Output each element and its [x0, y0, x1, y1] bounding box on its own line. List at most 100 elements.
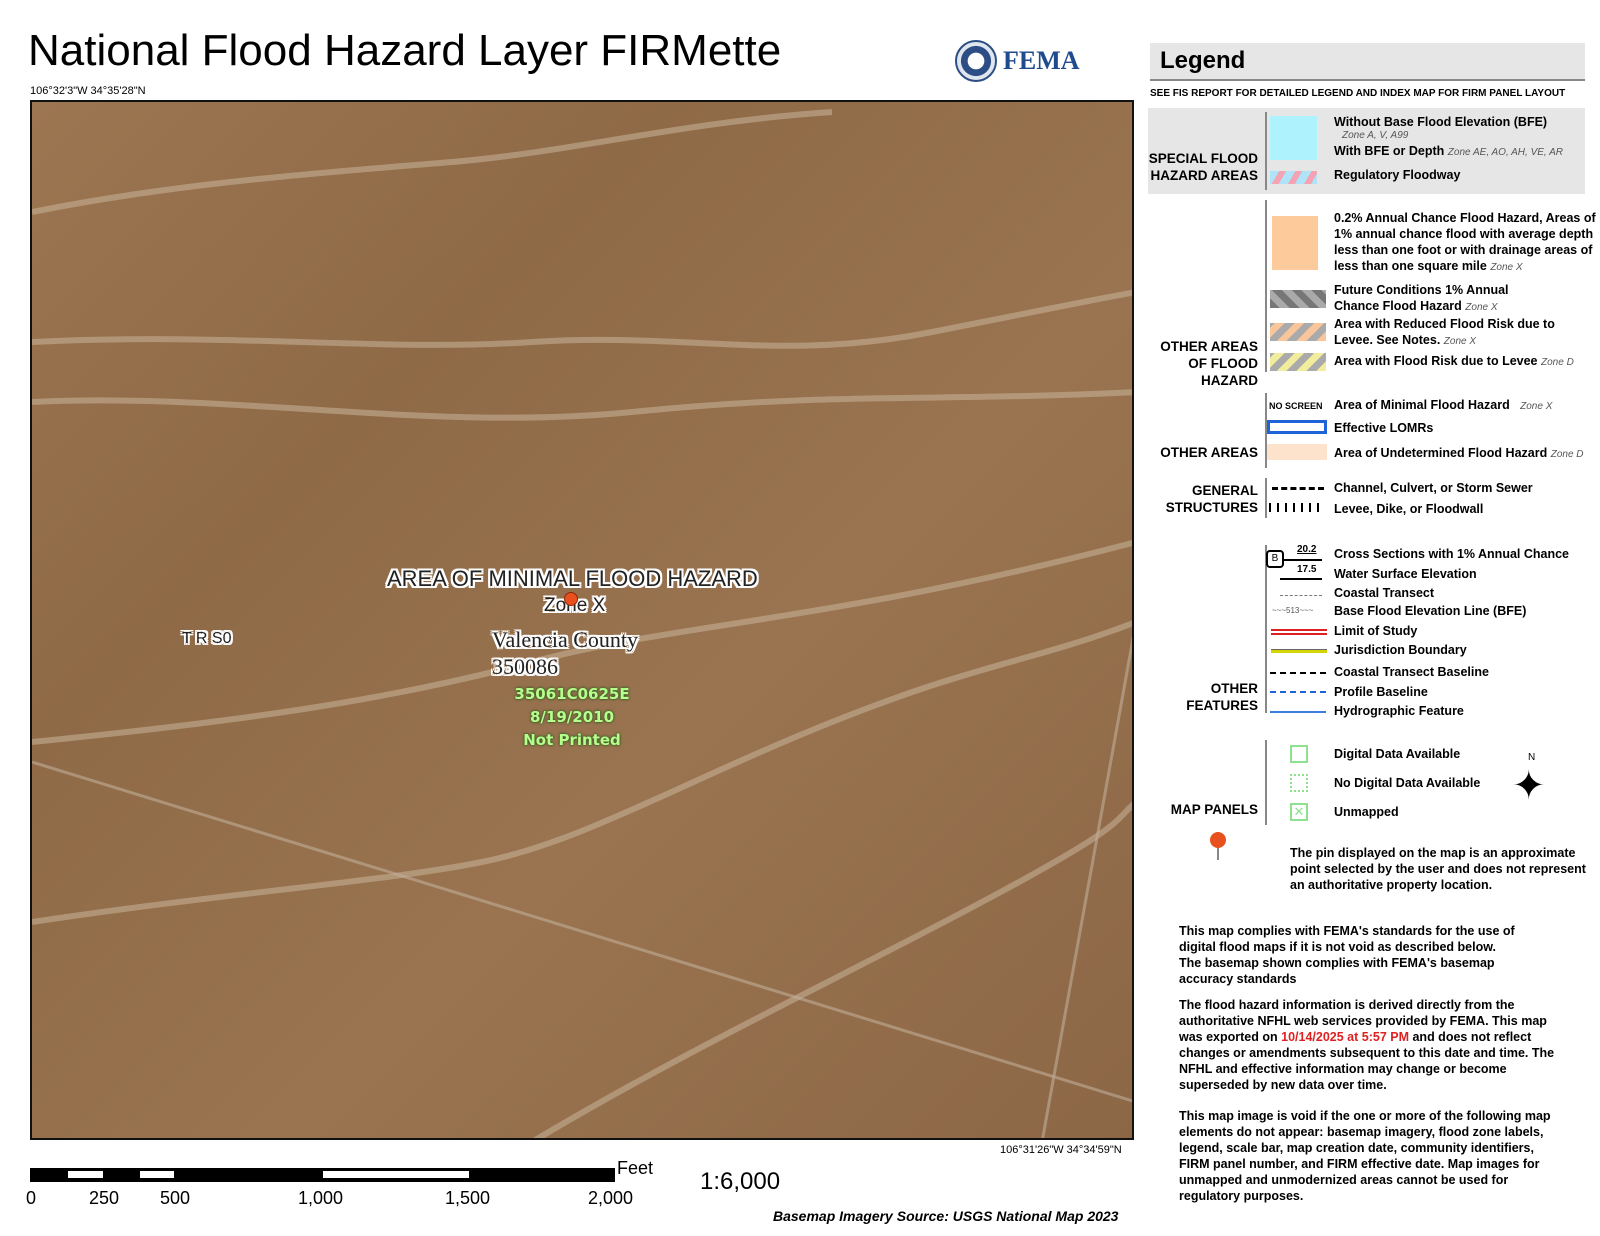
- trs-label: T R S0: [182, 630, 232, 647]
- legend-with-bfe-zone: Zone AE, AO, AH, VE, AR: [1447, 147, 1564, 158]
- legend-channel: Channel, Culvert, or Storm Sewer: [1334, 481, 1533, 495]
- legend-digital: Digital Data Available: [1334, 747, 1461, 761]
- legend-wse: Water Surface Elevation: [1334, 567, 1477, 581]
- legend-no-bfe: Without Base Flood Elevation (BFE): [1334, 115, 1548, 129]
- zone-tag: Zone D: [1541, 357, 1574, 368]
- swatch-juris: [1271, 649, 1327, 653]
- note-derived: The flood hazard information is derived …: [1179, 997, 1559, 1093]
- fema-logo: FEMA: [955, 40, 1080, 82]
- swatch-sfha: [1270, 116, 1317, 160]
- legend-no-screen: NO SCREEN: [1269, 401, 1323, 411]
- legend-bfe: Base Flood Elevation Line (BFE): [1334, 604, 1527, 618]
- coord-bottom-right: 106°31'26"W 34°34'59"N: [1000, 1144, 1122, 1156]
- swatch-unmapped: ✕: [1290, 803, 1308, 821]
- swatch-channel: [1272, 487, 1324, 490]
- legend-floodway: Regulatory Floodway: [1334, 168, 1461, 182]
- legend-hydro: Hydrographic Feature: [1334, 704, 1464, 718]
- map-image[interactable]: AREA OF MINIMAL FLOOD HAZARD Zone X T R …: [30, 100, 1134, 1140]
- legend-levee: Levee, Dike, or Floodwall: [1334, 502, 1484, 516]
- imagery-source: Basemap Imagery Source: USGS National Ma…: [773, 1208, 1119, 1224]
- legend-unmapped: Unmapped: [1334, 805, 1399, 819]
- cat-panels: MAP PANELS: [1170, 802, 1258, 817]
- bfe-number: 513: [1286, 606, 1300, 615]
- note-compliance: This map complies with FEMA's standards …: [1179, 924, 1515, 986]
- swatch-hydro: [1270, 711, 1326, 713]
- zone-tag: Zone D: [1550, 449, 1584, 460]
- cat-features: OTHER FEATURES: [1186, 681, 1258, 713]
- zone-tag: Zone X: [1443, 336, 1477, 347]
- north-arrow-icon: ✦: [1512, 764, 1546, 808]
- legend-future: Future Conditions 1% Annual Chance Flood…: [1334, 283, 1509, 313]
- north-label: N: [1528, 752, 1536, 763]
- note-text: The flood hazard information is derived …: [1179, 998, 1547, 1044]
- scale-tick: 1,000: [298, 1188, 344, 1208]
- legend-reduced: Area with Reduced Flood Risk due to Leve…: [1334, 317, 1555, 347]
- community-id: 350086: [492, 654, 558, 679]
- legend-undetermined: Area of Undetermined Flood Hazard: [1334, 446, 1548, 460]
- swatch-floodway: [1270, 171, 1317, 184]
- swatch-limit: [1271, 629, 1327, 635]
- pin-note: The pin displayed on the map is an appro…: [1290, 846, 1586, 892]
- legend-levee-risk: Area with Flood Risk due to Levee: [1334, 354, 1538, 368]
- cross-section-hex-icon: B: [1266, 550, 1284, 568]
- legend-subtitle: SEE FIS REPORT FOR DETAILED LEGEND AND I…: [1150, 88, 1566, 99]
- legend-lomr: Effective LOMRs: [1334, 421, 1434, 435]
- swatch-undetermined: [1267, 444, 1327, 460]
- cat-other-flood: OTHER AREAS OF FLOOD HAZARD: [1160, 339, 1258, 388]
- legend-title: Legend: [1150, 43, 1585, 81]
- export-date: 10/14/2025 at 5:57 PM: [1281, 1030, 1409, 1044]
- swatch-reduced: [1270, 323, 1326, 341]
- scale-tick: 0: [26, 1188, 37, 1208]
- scale-tick: 500: [160, 1188, 191, 1208]
- legend-minimal: Area of Minimal Flood Hazard: [1334, 398, 1510, 412]
- scale-tick: 2,000: [588, 1188, 634, 1208]
- swatch-lomr: [1267, 420, 1327, 434]
- swatch-no-digital: [1290, 774, 1308, 792]
- swatch-levee: [1269, 503, 1321, 512]
- legend-ctb: Coastal Transect Baseline: [1334, 665, 1489, 679]
- swatch-profile: [1270, 691, 1326, 693]
- legend-cross: Cross Sections with 1% Annual Chance: [1334, 547, 1570, 561]
- cat-structures: GENERAL STRUCTURES: [1165, 483, 1258, 515]
- cat-sfha: SPECIAL FLOOD HAZARD AREAS: [1148, 151, 1258, 183]
- legend-02pct: 0.2% Annual Chance Flood Hazard, Areas o…: [1334, 211, 1596, 273]
- wse-value: 17.5: [1297, 564, 1317, 575]
- xs-value: 20.2: [1297, 544, 1317, 555]
- location-pin-icon[interactable]: [564, 592, 578, 606]
- zone-tag: Zone X: [1520, 401, 1553, 412]
- swatch-bfe: ~~~513~~~: [1272, 606, 1314, 615]
- zone-tag: Zone X: [1465, 302, 1498, 313]
- legend-limit: Limit of Study: [1334, 624, 1418, 638]
- county-label: Valencia County: [492, 627, 639, 652]
- page-title: National Flood Hazard Layer FIRMette: [28, 26, 782, 75]
- legend-no-digital: No Digital Data Available: [1334, 776, 1481, 790]
- scale-tick: 1,500: [445, 1188, 491, 1208]
- sfha-panel: [1148, 108, 1585, 194]
- zone-sub-label: Zone X: [544, 595, 606, 616]
- zone-label: AREA OF MINIMAL FLOOD HAZARD: [387, 566, 758, 591]
- legend-no-bfe-zone: Zone A, V, A99: [1342, 130, 1409, 141]
- note-text: and does not reflect changes or amendmen…: [1179, 1030, 1555, 1092]
- swatch-future: [1270, 290, 1326, 308]
- legend-profile: Profile Baseline: [1334, 685, 1428, 699]
- legend-coastal: Coastal Transect: [1334, 586, 1435, 600]
- note-void: This map image is void if the one or mor…: [1179, 1109, 1551, 1203]
- swatch-02pct: [1272, 216, 1318, 270]
- swatch-levee-risk: [1270, 353, 1326, 371]
- scale-ratio: 1:6,000: [700, 1168, 781, 1195]
- legend-pin-icon: [1210, 832, 1226, 848]
- fema-wordmark: FEMA: [1003, 46, 1080, 75]
- legend-with-bfe: With BFE or Depth: [1334, 144, 1445, 158]
- panel-status: Not Printed: [523, 731, 621, 749]
- legend-juris: Jurisdiction Boundary: [1334, 643, 1467, 657]
- panel-number: 35061C0625E: [514, 685, 630, 703]
- cat-other-areas: OTHER AREAS: [1160, 445, 1258, 460]
- swatch-digital: [1290, 745, 1308, 763]
- effective-date: 8/19/2010: [529, 708, 615, 726]
- zone-tag: Zone X: [1490, 262, 1523, 273]
- scale-tick: 250: [89, 1188, 120, 1208]
- dhs-seal-icon: [955, 40, 997, 82]
- terrain-washes: [32, 109, 1132, 1138]
- swatch-ctb: [1270, 672, 1326, 674]
- coord-top-left: 106°32'3"W 34°35'28"N: [30, 85, 146, 97]
